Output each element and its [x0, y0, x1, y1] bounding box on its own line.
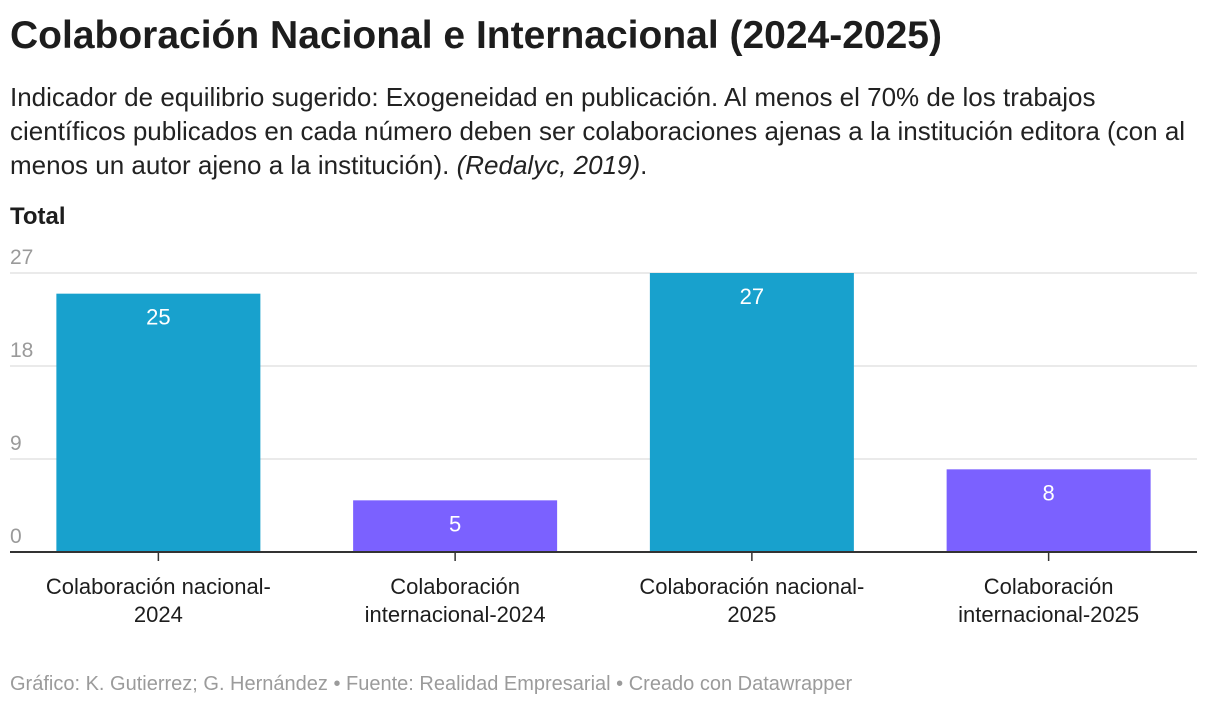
data-label: 25	[146, 305, 170, 330]
bar[interactable]	[56, 293, 261, 552]
x-category-label-line: Colaboración	[984, 574, 1114, 599]
chart-subtitle: Indicador de equilibrio sugerido: Exogen…	[10, 80, 1210, 182]
bar-chart: 0 9 18 27 25 Colaboración nacional- 2024 5 Colab…	[10, 246, 1197, 627]
x-category-label: Colaboración internacional-2024	[365, 574, 546, 627]
bar[interactable]	[649, 273, 854, 552]
data-label: 27	[740, 284, 764, 309]
bar[interactable]	[946, 469, 1151, 552]
x-category-label-line: Colaboración nacional-	[639, 574, 864, 599]
subtitle-text: Indicador de equilibrio sugerido: Exogen…	[10, 82, 1186, 180]
x-category-label-line: Colaboración	[390, 574, 520, 599]
x-category-label-line: 2024	[134, 602, 183, 627]
y-tick-label: 18	[10, 339, 33, 362]
data-label: 8	[1043, 480, 1055, 505]
y-axis-label: Total	[10, 203, 66, 230]
x-category-label-line: internacional-2024	[365, 602, 546, 627]
chart-title: Colaboración Nacional e Internacional (2…	[10, 14, 942, 57]
x-category-label: Colaboración nacional- 2025	[639, 574, 864, 627]
data-label: 5	[449, 511, 461, 536]
subtitle-end: .	[640, 150, 648, 180]
chart-footer: Gráfico: K. Gutierrez; G. Hernández • Fu…	[10, 673, 853, 695]
x-category-label-line: internacional-2025	[958, 602, 1139, 627]
bar[interactable]	[353, 500, 558, 552]
x-category-label: Colaboración nacional- 2024	[46, 574, 271, 627]
x-category-label-line: Colaboración nacional-	[46, 574, 271, 599]
y-tick-label: 27	[10, 246, 33, 269]
x-category-label: Colaboración internacional-2025	[958, 574, 1139, 627]
subtitle-citation: (Redalyc, 2019)	[456, 150, 641, 180]
x-category-label-line: 2025	[727, 602, 776, 627]
y-tick-label: 9	[10, 432, 22, 455]
y-tick-label: 0	[10, 525, 22, 548]
